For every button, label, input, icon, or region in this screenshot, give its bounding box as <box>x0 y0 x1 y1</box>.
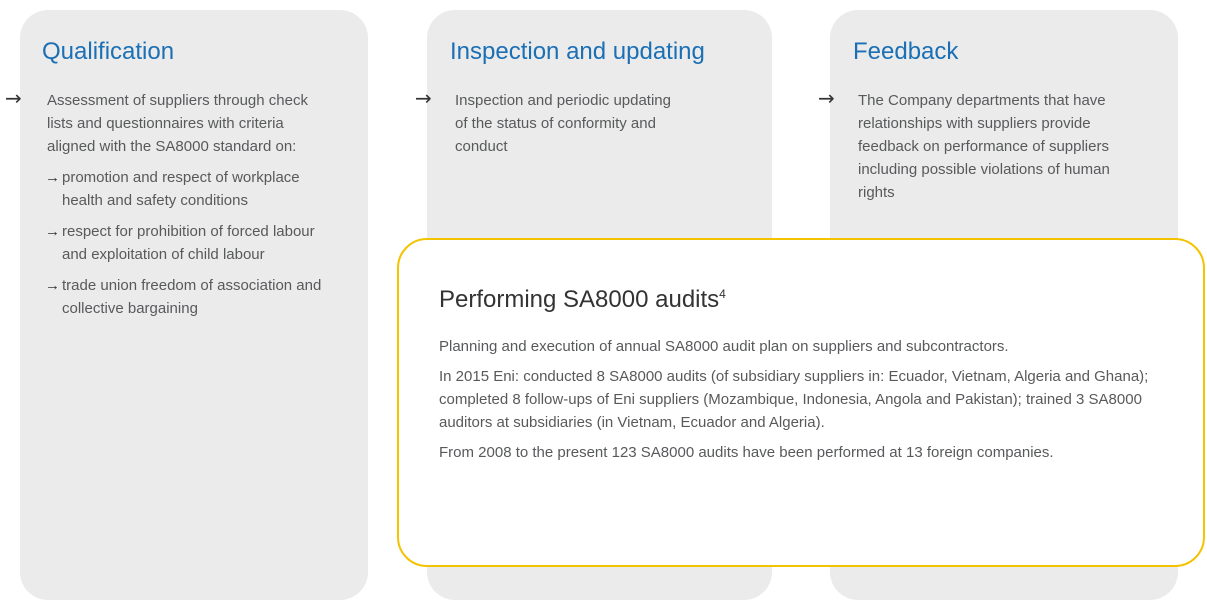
column-item: Assessment of suppliers through check li… <box>45 89 332 320</box>
sub-arrow: → <box>45 223 60 240</box>
sub-arrow: → <box>45 169 60 186</box>
arrow: → <box>415 86 432 110</box>
audit-paragraph: From 2008 to the present 123 SA8000 audi… <box>439 444 1054 461</box>
arrow: → <box>818 86 835 110</box>
audit-title-text: Performing SA8000 audits <box>439 286 720 313</box>
footnote: 4 <box>719 287 726 301</box>
subitem-text: trade union freedom of association and c… <box>62 277 322 317</box>
item-text: Assessment of suppliers through check li… <box>47 92 308 155</box>
column-item: The Company departments that have relati… <box>858 89 1128 204</box>
item-text: The Company departments that have relati… <box>858 92 1110 201</box>
audit-paragraphs: Planning and execution of annual SA8000 … <box>439 335 1199 471</box>
audit-paragraph: In 2015 Eni: conducted 8 SA8000 audits (… <box>439 368 1149 431</box>
column-bg <box>20 10 368 600</box>
audit-paragraph: Planning and execution of annual SA8000 … <box>439 338 1009 355</box>
subitem: → trade union freedom of association and … <box>45 274 332 320</box>
sub-arrow: → <box>45 277 60 294</box>
subitem-text: respect for prohibition of forced labour… <box>62 223 315 263</box>
item-text: Inspection and periodic updating of the … <box>455 92 671 155</box>
subitem: → respect for prohibition of forced labou… <box>45 220 332 266</box>
subitem-text: promotion and respect of workplace healt… <box>62 169 300 209</box>
column-title: Qualification <box>42 38 175 65</box>
column-item: Inspection and periodic updating of the … <box>455 89 685 158</box>
column-title: Feedback <box>853 38 959 65</box>
audit-box: Performing SA8000 audits4 Planning and e… <box>397 238 1205 567</box>
arrow: → <box>5 86 22 110</box>
column-title: Inspection and updating <box>450 38 705 65</box>
audit-title: Performing SA8000 audits4 <box>439 286 726 314</box>
subitem: → promotion and respect of workplace heal… <box>45 166 332 212</box>
